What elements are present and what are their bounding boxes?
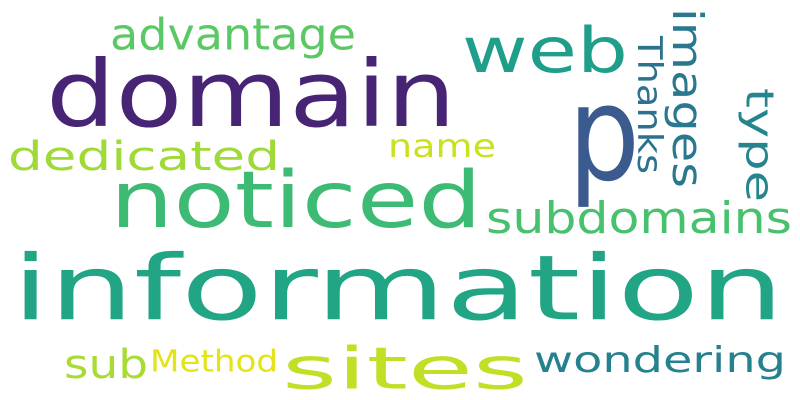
word-dedicated: dedicated [8,132,280,180]
word-name: name [388,127,496,165]
word-p: p [568,56,640,211]
word-images: images [662,8,712,188]
word-thanks: Thanks [629,36,669,174]
word-noticed: noticed [110,155,482,247]
word-information: information [12,235,784,341]
word-type: type [737,88,781,202]
word-sites: sites [282,335,528,400]
word-subdomains: subdomains [486,192,792,244]
word-method: Method [150,343,278,379]
word-wondering: wondering [534,338,786,381]
word-advantage: advantage [110,8,356,60]
word-web: web [462,14,628,87]
word-domain: domain [46,40,456,148]
word-sub: sub [64,340,148,388]
